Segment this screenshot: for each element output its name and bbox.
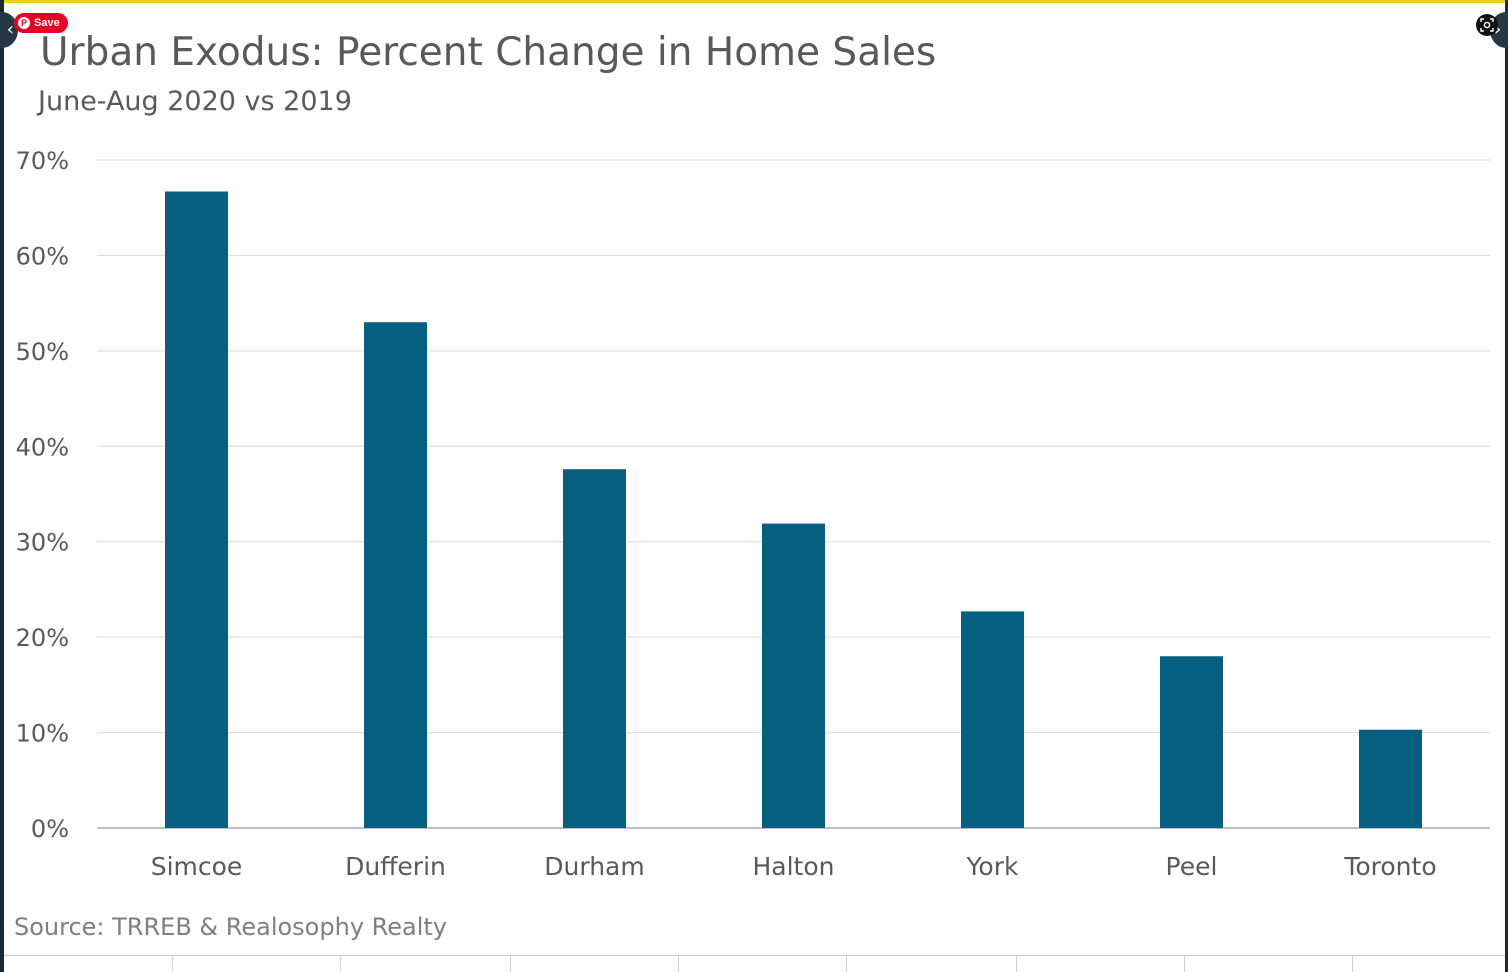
visual-search-button[interactable] bbox=[1476, 14, 1498, 36]
strip-divider bbox=[1352, 956, 1353, 972]
strip-divider bbox=[340, 956, 341, 972]
y-axis-ticks: 0% 10% 20% 30% 40% 50% 60% 70% bbox=[16, 147, 69, 843]
x-category-label: Peel bbox=[1166, 852, 1218, 881]
strip-divider bbox=[172, 956, 173, 972]
chart-title: Urban Exodus: Percent Change in Home Sal… bbox=[40, 30, 937, 75]
y-tick-label: 0% bbox=[31, 815, 69, 843]
strip-divider bbox=[1016, 956, 1017, 972]
x-category-label: Durham bbox=[544, 852, 644, 881]
strip-divider bbox=[846, 956, 847, 972]
top-border bbox=[0, 0, 1508, 3]
left-frame-border bbox=[0, 0, 4, 972]
pinterest-save-button[interactable]: P Save bbox=[14, 13, 68, 33]
bar-peel bbox=[1160, 656, 1223, 828]
y-tick-label: 40% bbox=[16, 433, 69, 461]
x-axis-categories: Simcoe Dufferin Durham Halton York Peel Toront… bbox=[151, 852, 1437, 881]
x-category-label: York bbox=[965, 852, 1019, 881]
right-frame-border bbox=[1505, 0, 1508, 972]
bottom-strip bbox=[0, 955, 1508, 972]
y-tick-label: 20% bbox=[16, 624, 69, 652]
bar-durham bbox=[563, 469, 626, 828]
bars bbox=[165, 191, 1422, 828]
x-category-label: Toronto bbox=[1343, 852, 1436, 881]
strip-divider bbox=[510, 956, 511, 972]
save-label: Save bbox=[34, 17, 60, 29]
bar-toronto bbox=[1359, 729, 1422, 828]
x-category-label: Halton bbox=[752, 852, 834, 881]
chart-source: Source: TRREB & Realosophy Realty bbox=[14, 913, 447, 941]
y-tick-label: 60% bbox=[16, 242, 69, 270]
chevron-right-icon: › bbox=[1494, 19, 1502, 40]
y-tick-label: 10% bbox=[16, 720, 69, 748]
strip-divider bbox=[1184, 956, 1185, 972]
pinterest-icon: P bbox=[18, 17, 30, 29]
bar-simcoe bbox=[165, 191, 228, 828]
chart-subtitle: June-Aug 2020 vs 2019 bbox=[38, 86, 352, 117]
chevron-left-icon: ‹ bbox=[6, 19, 14, 40]
visual-search-icon bbox=[1480, 18, 1494, 32]
bar-dufferin bbox=[364, 322, 427, 828]
y-tick-label: 30% bbox=[16, 529, 69, 557]
strip-divider bbox=[678, 956, 679, 972]
bar-halton bbox=[762, 523, 825, 828]
x-category-label: Dufferin bbox=[345, 852, 446, 881]
bar-york bbox=[961, 611, 1024, 828]
y-tick-label: 50% bbox=[16, 338, 69, 366]
previous-image-button[interactable]: ‹ bbox=[0, 12, 18, 48]
x-category-label: Simcoe bbox=[151, 852, 243, 881]
y-tick-label: 70% bbox=[16, 147, 69, 175]
